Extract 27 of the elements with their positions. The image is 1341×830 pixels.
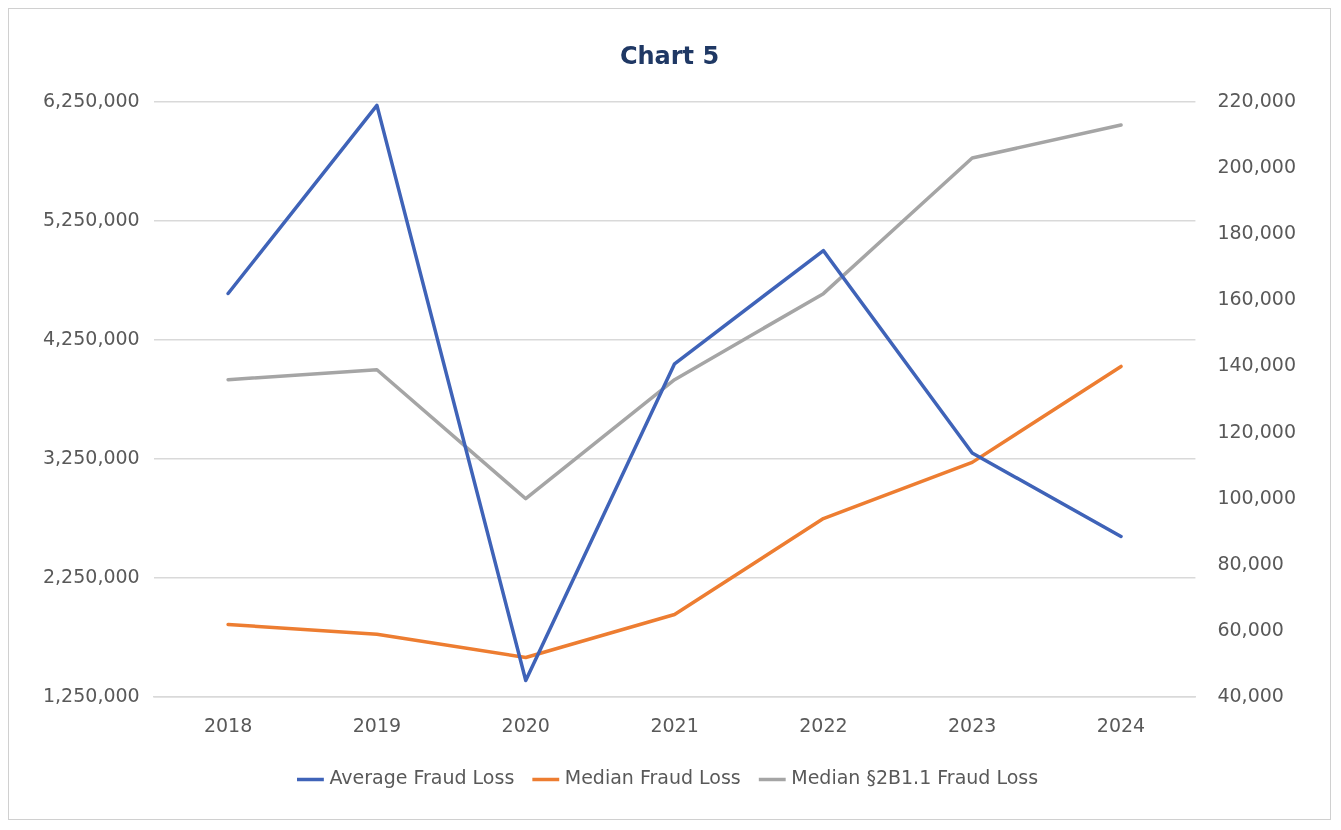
x-tick-label: 2020 <box>501 713 550 736</box>
y2-tick-label: 140,000 <box>1217 353 1297 376</box>
y2-tick-label: 200,000 <box>1217 154 1297 177</box>
x-tick-label: 2022 <box>799 713 848 736</box>
legend-label: Average Fraud Loss <box>329 766 515 789</box>
chart-title: Chart 5 <box>619 41 720 70</box>
y2-tick-label: 100,000 <box>1217 485 1297 508</box>
x-tick-label: 2021 <box>650 713 699 736</box>
y2-tick-label: 180,000 <box>1217 221 1297 244</box>
x-tick-label: 2023 <box>948 713 997 736</box>
y-tick-label: 3,250,000 <box>42 445 140 468</box>
y2-tick-label: 160,000 <box>1217 287 1297 310</box>
y-tick-label: 2,250,000 <box>42 565 140 588</box>
legend-label: Median §2B1.1 Fraud Loss <box>791 766 1039 789</box>
y2-tick-label: 120,000 <box>1217 419 1297 442</box>
y2-tick-label: 220,000 <box>1217 88 1297 111</box>
y-tick-label: 4,250,000 <box>42 326 140 349</box>
y-tick-label: 5,250,000 <box>42 207 140 230</box>
y2-tick-label: 80,000 <box>1217 551 1284 574</box>
x-tick-label: 2024 <box>1096 713 1146 736</box>
y-tick-label: 6,250,000 <box>42 88 140 111</box>
y2-tick-label: 40,000 <box>1217 684 1284 707</box>
x-tick-label: 2018 <box>203 713 253 736</box>
y2-tick-label: 60,000 <box>1217 617 1284 640</box>
y-tick-label: 1,250,000 <box>42 684 140 707</box>
legend-label: Median Fraud Loss <box>564 766 741 789</box>
x-tick-label: 2019 <box>352 713 402 736</box>
